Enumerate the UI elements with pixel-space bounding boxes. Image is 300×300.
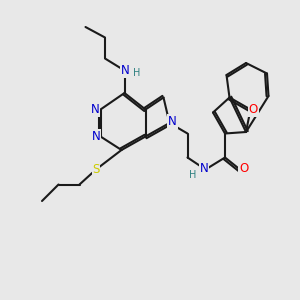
Text: O: O: [239, 161, 248, 175]
Text: N: N: [92, 130, 100, 143]
Text: H: H: [134, 68, 141, 79]
Text: N: N: [91, 103, 100, 116]
Text: N: N: [168, 115, 177, 128]
Text: H: H: [189, 170, 197, 180]
Text: O: O: [249, 103, 258, 116]
Text: N: N: [200, 161, 208, 175]
Text: N: N: [121, 64, 130, 77]
Text: S: S: [92, 163, 100, 176]
